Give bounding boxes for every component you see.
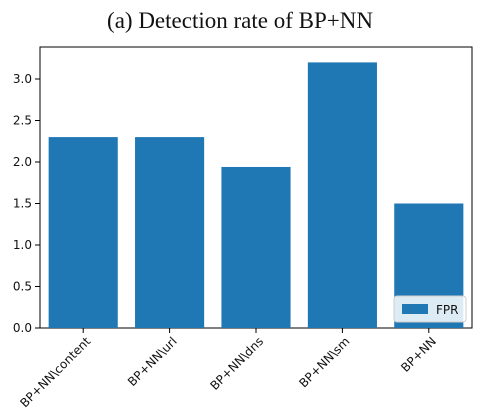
- bars: [48, 62, 464, 329]
- y-axis-ticks: 0.0 0.5 1.0 1.5 2.0 2.5 3.0: [13, 72, 40, 335]
- x-tick-label: BP+NN\url: [125, 334, 180, 389]
- y-tick-label: 0.0: [13, 321, 32, 335]
- x-tick-label: BP+NN\content: [17, 334, 93, 410]
- legend-swatch: [402, 304, 428, 314]
- x-axis-ticks: BP+NN\content BP+NN\url BP+NN\dns BP+NN\sm B…: [17, 328, 439, 410]
- x-tick-label: BP+NN\dns: [207, 334, 266, 393]
- legend-label: FPR: [436, 303, 458, 317]
- x-tick-label: BP+NN\sm: [296, 334, 352, 390]
- y-tick-label: 1.5: [13, 197, 32, 211]
- y-tick-label: 1.0: [13, 238, 32, 252]
- y-tick-label: 2.5: [13, 114, 32, 128]
- legend: FPR: [393, 295, 467, 323]
- bar-0: [48, 137, 118, 328]
- y-tick-label: 3.0: [13, 72, 32, 86]
- x-tick-label: BP+NN: [398, 334, 439, 375]
- legend-box: [393, 295, 467, 323]
- y-tick-label: 0.5: [13, 280, 32, 294]
- chart-title: (a) Detection rate of BP+NN: [107, 8, 373, 33]
- bar-1: [135, 137, 205, 328]
- y-tick-label: 2.0: [13, 155, 32, 169]
- bar-3: [307, 62, 377, 329]
- bar-2: [221, 166, 291, 328]
